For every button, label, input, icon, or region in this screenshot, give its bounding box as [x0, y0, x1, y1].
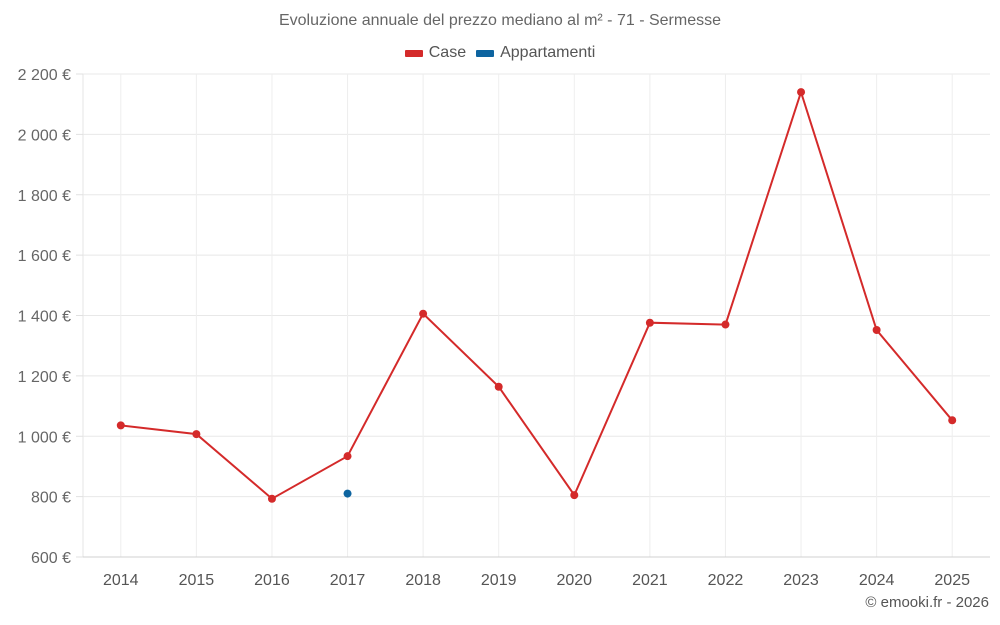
series-line: [120, 88, 953, 500]
y-tick-label: 800 €: [31, 490, 71, 507]
data-point[interactable]: [948, 416, 957, 425]
data-point[interactable]: [797, 88, 806, 97]
x-tick-label: 2018: [405, 572, 441, 589]
y-tick-label: 1 200 €: [18, 369, 71, 386]
x-tick-label: 2020: [556, 572, 592, 589]
y-tick-label: 1 800 €: [18, 188, 71, 205]
legend-swatch-appartamenti: [476, 49, 495, 57]
data-point[interactable]: [419, 309, 428, 318]
series-appartamenti: [343, 489, 352, 498]
y-tick-label: 1 400 €: [18, 309, 71, 326]
x-axis: 2014 2015 2016 2017 2018 2019 2020 2021 2022 2023…: [83, 556, 990, 589]
data-point[interactable]: [343, 489, 352, 498]
legend-swatch-case: [404, 49, 423, 57]
data-point[interactable]: [872, 325, 881, 334]
credit-text: © emooki.fr - 2026: [865, 594, 989, 611]
data-point[interactable]: [645, 318, 654, 327]
y-axis: 600 € 800 € 1 000 € 1 200 € 1 400 € 1 600 € 1 …: [18, 67, 83, 567]
data-point[interactable]: [570, 491, 579, 500]
x-tick-label: 2017: [330, 572, 366, 589]
x-tick-label: 2024: [859, 572, 895, 589]
x-tick-label: 2025: [934, 572, 970, 589]
y-tick-label: 2 000 €: [18, 127, 71, 144]
data-point[interactable]: [343, 452, 352, 461]
data-point[interactable]: [116, 421, 125, 430]
y-tick-label: 1 600 €: [18, 248, 71, 265]
x-tick-label: 2022: [708, 572, 744, 589]
data-point[interactable]: [721, 320, 730, 329]
y-tick-label: 1 000 €: [18, 429, 71, 446]
x-tick-label: 2015: [179, 572, 215, 589]
series-case: [116, 88, 957, 503]
x-tick-label: 2014: [103, 572, 139, 589]
x-tick-label: 2021: [632, 572, 668, 589]
legend-item-case[interactable]: Case: [404, 44, 467, 62]
legend: Case Appartamenti: [0, 44, 1000, 62]
chart-title: Evoluzione annuale del prezzo mediano al…: [278, 12, 721, 29]
data-point[interactable]: [192, 430, 201, 439]
x-tick-label: 2016: [254, 572, 290, 589]
grid-lines: [82, 73, 990, 557]
data-point[interactable]: [494, 382, 503, 391]
data-point[interactable]: [267, 494, 276, 503]
series-group: [116, 88, 957, 503]
y-tick-label: 600 €: [31, 550, 71, 567]
x-tick-label: 2019: [481, 572, 517, 589]
x-tick-label: 2023: [783, 572, 819, 589]
legend-label-appartamenti: Appartamenti: [500, 44, 596, 61]
legend-item-appartamenti[interactable]: Appartamenti: [476, 44, 595, 62]
legend-label-case: Case: [428, 44, 467, 61]
y-tick-label: 2 200 €: [18, 67, 71, 84]
